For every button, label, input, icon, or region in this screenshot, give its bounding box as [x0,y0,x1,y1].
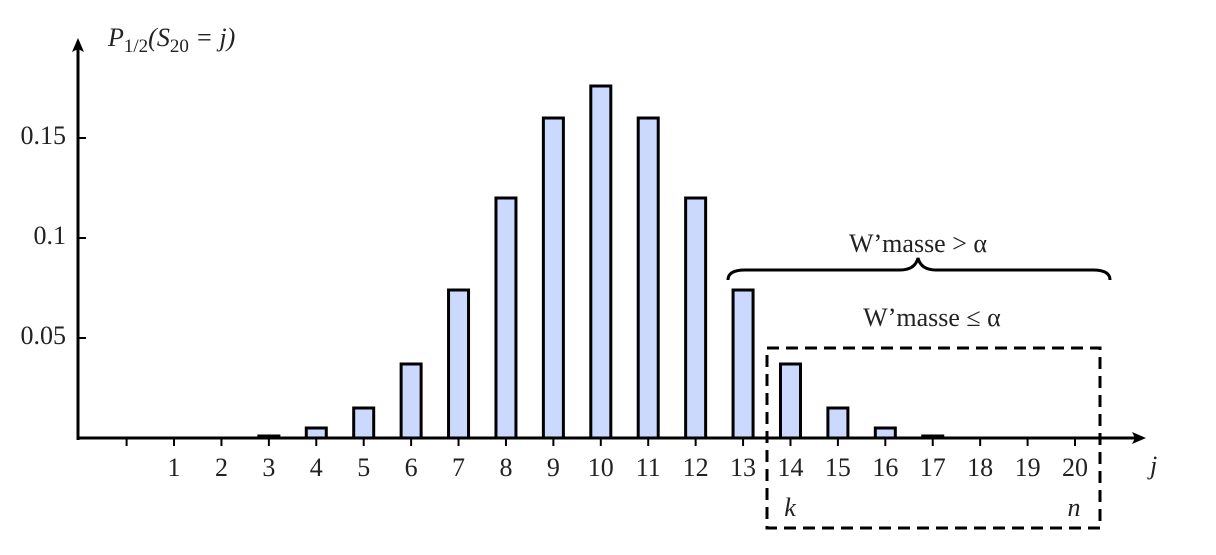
x-tick-label: 18 [967,453,993,482]
bar [589,84,613,440]
x-tick-label: 17 [920,453,946,482]
bar [636,116,660,440]
x-tick-label: 14 [777,453,803,482]
y-tick-label: 0.05 [21,321,67,350]
annotation-n: n [1068,493,1081,522]
bar [921,434,945,440]
y-tick-label: 0.15 [21,121,67,150]
x-tick-label: 19 [1015,453,1041,482]
annotation-k: k [784,493,796,522]
annotation-lower: W’masse ≤ α [863,303,1001,332]
x-tick-label: 7 [452,453,465,482]
x-tick-label: 12 [683,453,709,482]
rejection-region [765,346,1102,530]
y-label-part: 1/2 [124,36,148,57]
x-tick-label: 8 [499,453,512,482]
x-tick-label: 3 [262,453,275,482]
bar [731,288,755,440]
y-label-part: P [107,23,124,52]
x-axis-label: j [1147,451,1157,480]
bar [541,116,565,440]
bar [447,288,471,440]
x-tick-label: 11 [636,453,661,482]
x-tick-label: 10 [588,453,614,482]
x-tick-label: 2 [215,453,228,482]
x-tick-label: 5 [357,453,370,482]
bar [494,196,518,440]
y-arrow [72,38,84,52]
x-tick-label: 4 [310,453,323,482]
x-tick-label: 16 [872,453,898,482]
bar [778,362,802,440]
bar [304,426,328,440]
y-label-part: 20 [170,36,189,57]
y-tick-label: 0.1 [34,221,67,250]
y-label-part: (S [148,23,170,52]
x-tick-label: 9 [547,453,560,482]
bar [684,196,708,440]
bar [352,406,376,440]
bar [826,406,850,440]
brace [726,257,1112,281]
y-label-part: = j) [189,23,235,52]
x-arrow [1132,432,1146,444]
x-tick-label: 13 [730,453,756,482]
bar [257,434,281,440]
bar [399,362,423,440]
x-tick-label: 1 [168,453,181,482]
bar [873,426,897,440]
x-tick-label: 15 [825,453,851,482]
x-tick-label: 20 [1062,453,1088,482]
annotation-upper: W’masse > α [849,229,987,258]
y-axis-label: P1/2(S20 = j) [107,23,235,57]
x-tick-label: 6 [405,453,418,482]
